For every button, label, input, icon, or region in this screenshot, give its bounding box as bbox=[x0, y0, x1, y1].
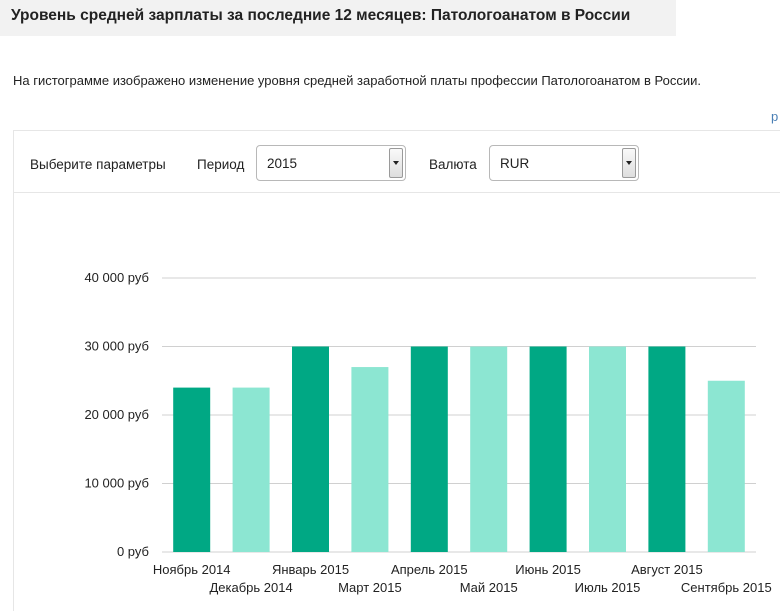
title-bar: Уровень средней зарплаты за последние 12… bbox=[0, 0, 676, 36]
period-select[interactable]: 2015 bbox=[256, 145, 406, 181]
y-tick-label: 40 000 руб bbox=[84, 270, 149, 285]
page-title: Уровень средней зарплаты за последние 12… bbox=[11, 7, 631, 24]
currency-select-value: RUR bbox=[500, 156, 530, 171]
x-tick-label: Январь 2015 bbox=[272, 562, 349, 577]
chart-controls: Выберите параметры Период 2015 Валюта RU… bbox=[14, 131, 780, 193]
x-tick-label: Март 2015 bbox=[338, 580, 402, 595]
bar[interactable] bbox=[707, 380, 745, 552]
currency-label: Валюта bbox=[429, 157, 477, 172]
period-label: Период bbox=[197, 157, 245, 172]
chevron-down-icon bbox=[626, 161, 632, 165]
x-tick-label: Декабрь 2014 bbox=[209, 580, 292, 595]
period-select-value: 2015 bbox=[267, 156, 298, 171]
chart-panel: Выберите параметры Период 2015 Валюта RU… bbox=[13, 130, 780, 611]
bar[interactable] bbox=[173, 387, 211, 552]
x-tick-label: Июнь 2015 bbox=[515, 562, 581, 577]
x-tick-label: Ноябрь 2014 bbox=[153, 562, 231, 577]
period-select-button[interactable] bbox=[389, 148, 403, 178]
bar[interactable] bbox=[292, 346, 329, 553]
y-tick-label: 10 000 руб bbox=[84, 476, 149, 491]
x-tick-label: Сентябрь 2015 bbox=[681, 580, 772, 595]
x-tick-label: Август 2015 bbox=[631, 562, 703, 577]
x-tick-label: Май 2015 bbox=[460, 580, 518, 595]
y-tick-label: 0 руб bbox=[117, 544, 149, 559]
y-tick-label: 20 000 руб bbox=[84, 407, 149, 422]
params-label: Выберите параметры bbox=[30, 157, 166, 172]
bar[interactable] bbox=[529, 346, 567, 553]
chevron-down-icon bbox=[393, 161, 399, 165]
chart-description: На гистограмме изображено изменение уров… bbox=[13, 73, 701, 88]
x-tick-label: Апрель 2015 bbox=[391, 562, 468, 577]
bar[interactable] bbox=[648, 346, 686, 553]
bar[interactable] bbox=[410, 346, 448, 553]
y-tick-label: 30 000 руб bbox=[84, 339, 149, 354]
edge-link[interactable]: р bbox=[771, 109, 779, 124]
bar[interactable] bbox=[470, 346, 508, 553]
bar[interactable] bbox=[351, 367, 389, 552]
bar[interactable] bbox=[589, 346, 626, 553]
x-tick-label: Июль 2015 bbox=[575, 580, 641, 595]
currency-select[interactable]: RUR bbox=[489, 145, 639, 181]
bar[interactable] bbox=[232, 387, 270, 552]
currency-select-button[interactable] bbox=[622, 148, 636, 178]
